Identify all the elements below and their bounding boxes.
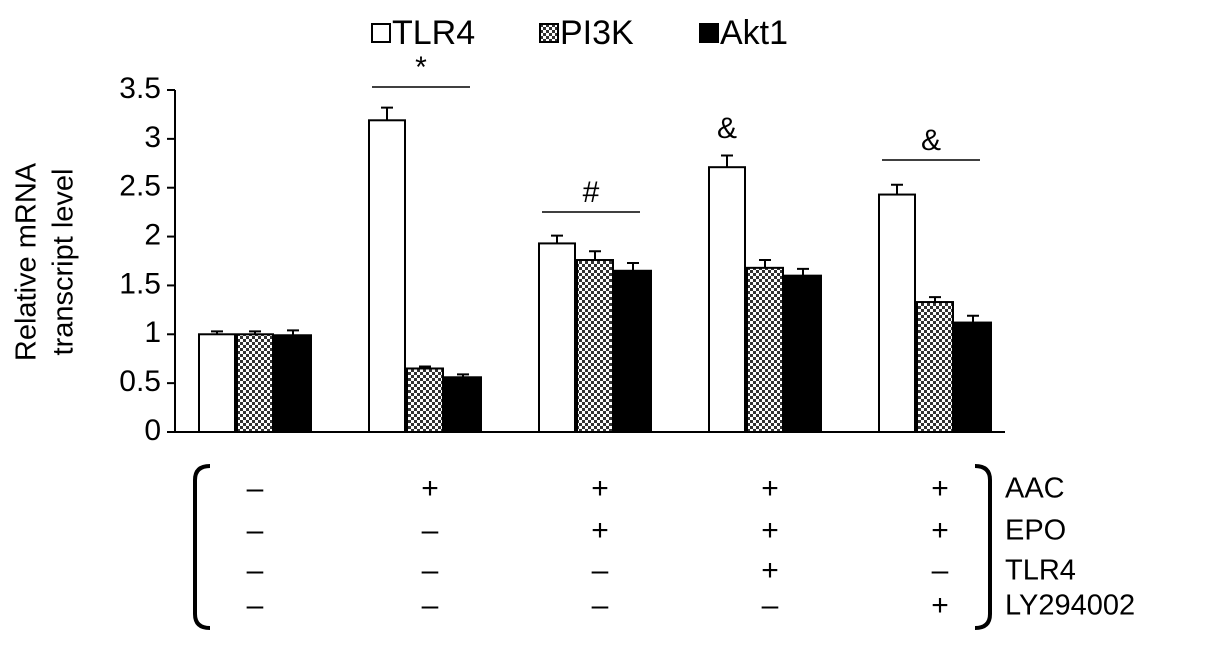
treatment-sign: – — [422, 514, 439, 547]
error-bar — [929, 296, 941, 303]
treatment-sign: + — [761, 472, 779, 505]
bar — [916, 301, 954, 434]
bar — [538, 242, 576, 433]
treatment-label: LY294002 — [1005, 590, 1135, 622]
treatment-sign: + — [761, 554, 779, 587]
treatment-sign: – — [762, 589, 779, 622]
error-bar — [589, 250, 601, 261]
treatment-label: EPO — [1005, 515, 1066, 547]
treatment-sign: – — [247, 514, 264, 547]
treatment-sign: – — [592, 589, 609, 622]
y-axis-label: transcript level — [48, 169, 80, 356]
bar — [576, 259, 614, 433]
treatment-sign: + — [591, 514, 609, 547]
legend-label: Akt1 — [720, 14, 788, 52]
error-bar — [797, 267, 809, 276]
treatment-sign: + — [931, 589, 949, 622]
error-bar — [457, 373, 469, 378]
treatment-sign: – — [422, 589, 439, 622]
left-bracket — [193, 464, 211, 630]
error-bar — [211, 330, 223, 335]
error-bar — [759, 259, 771, 268]
annotation: & — [717, 112, 737, 145]
y-axis-label: Relative mRNA — [11, 162, 43, 361]
y-tick-label: 2.5 — [119, 170, 161, 203]
bar — [444, 376, 482, 433]
bar — [236, 333, 274, 433]
y-tick-label: 0.5 — [119, 365, 161, 398]
treatment-label: AAC — [1005, 473, 1065, 505]
error-bar — [967, 314, 979, 323]
y-tick-label: 3.5 — [119, 72, 161, 105]
bar — [746, 266, 784, 433]
treatment-sign: + — [931, 472, 949, 505]
y-tick-label: 1 — [144, 316, 161, 349]
bar — [274, 334, 312, 433]
treatment-sign: – — [247, 472, 264, 505]
treatment-label: TLR4 — [1005, 555, 1076, 587]
bar — [954, 321, 992, 433]
error-bar — [287, 329, 299, 336]
treatment-sign: + — [421, 472, 439, 505]
y-tick-label: 1.5 — [119, 267, 161, 300]
treatment-sign: – — [247, 589, 264, 622]
annotation: & — [921, 124, 941, 157]
right-bracket — [974, 464, 992, 630]
legend-label: TLR4 — [392, 14, 475, 52]
treatment-sign: – — [422, 554, 439, 587]
annotation: * — [415, 51, 427, 84]
bar — [708, 166, 746, 434]
legend-swatch — [699, 23, 719, 43]
error-bar — [721, 154, 733, 168]
bar — [198, 333, 236, 433]
legend-swatch — [539, 23, 559, 43]
legend-label: PI3K — [560, 14, 634, 52]
bar — [878, 193, 916, 433]
legend-swatch — [371, 23, 391, 43]
error-bar — [627, 261, 639, 271]
bar — [368, 119, 406, 433]
treatment-sign: + — [591, 472, 609, 505]
y-tick-label: 0 — [144, 414, 161, 447]
y-tick-label: 2 — [144, 218, 161, 251]
error-bar — [551, 234, 563, 244]
treatment-sign: – — [932, 554, 949, 587]
bar — [784, 274, 822, 433]
error-bar — [381, 106, 393, 121]
error-bar — [891, 183, 903, 195]
bar — [614, 269, 652, 433]
treatment-sign: – — [247, 554, 264, 587]
treatment-sign: – — [592, 554, 609, 587]
y-tick-label: 3 — [144, 121, 161, 154]
bar — [406, 367, 444, 434]
annotation: # — [583, 176, 600, 209]
error-bar — [249, 330, 261, 335]
treatment-sign: + — [761, 514, 779, 547]
treatment-sign: + — [931, 514, 949, 547]
error-bar — [419, 365, 431, 369]
